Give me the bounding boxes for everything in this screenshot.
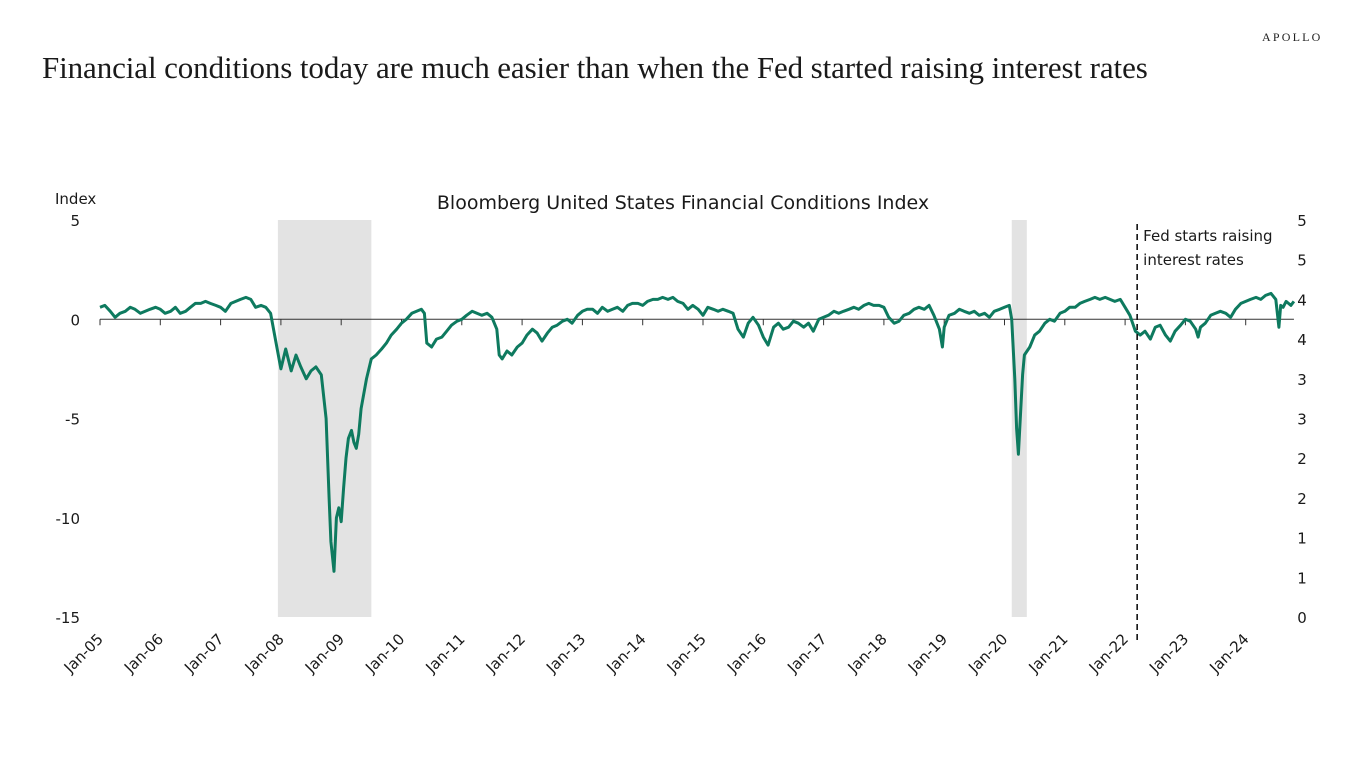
x-tick-label: Jan-14 xyxy=(602,630,649,677)
right-y-tick-labels-group: 5 5 4 4 3 3 2 2 1 1 0 xyxy=(1297,212,1307,627)
right-y-tick-label: 2 xyxy=(1297,490,1307,508)
x-tick-label: Jan-11 xyxy=(422,630,469,677)
right-y-tick-label: 4 xyxy=(1297,291,1307,309)
y-tick-labels-group: 5 0 -5 -10 -15 xyxy=(56,212,81,627)
right-y-tick-label: 3 xyxy=(1297,371,1307,389)
annotation-line-2: interest rates xyxy=(1143,251,1244,269)
x-tick-label: Jan-06 xyxy=(120,630,167,677)
x-tick-labels-group: Jan-05 Jan-06 Jan-07 Jan-08 Jan-09 Jan-10 Jan-… xyxy=(60,630,1253,677)
x-ticks-group xyxy=(99,319,1247,326)
chart-title: Bloomberg United States Financial Condit… xyxy=(437,192,929,214)
x-tick-label: Jan-09 xyxy=(301,630,348,677)
y-tick-label: -5 xyxy=(65,411,80,429)
x-tick-label: Jan-12 xyxy=(482,630,529,677)
right-y-tick-label: 3 xyxy=(1297,411,1307,429)
x-tick-label: Jan-16 xyxy=(723,630,770,677)
x-tick-label: Jan-18 xyxy=(844,630,891,677)
right-y-tick-label: 4 xyxy=(1297,331,1307,349)
x-tick-label: Jan-22 xyxy=(1085,630,1132,677)
x-tick-label: Jan-17 xyxy=(783,630,830,677)
x-tick-label: Jan-20 xyxy=(964,630,1011,677)
y-tick-label: -10 xyxy=(56,510,81,528)
y-tick-label: 5 xyxy=(70,212,80,230)
x-tick-label: Jan-24 xyxy=(1205,630,1252,677)
right-y-tick-label: 5 xyxy=(1297,212,1307,230)
right-y-tick-label: 5 xyxy=(1297,252,1307,270)
x-tick-label: Jan-21 xyxy=(1025,630,1072,677)
annotation-line-1: Fed starts raising xyxy=(1143,227,1272,245)
right-y-tick-label: 1 xyxy=(1297,530,1307,548)
right-y-tick-label: 2 xyxy=(1297,450,1307,468)
x-tick-label: Jan-10 xyxy=(361,630,408,677)
y-tick-label: -15 xyxy=(56,609,81,627)
x-tick-label: Jan-05 xyxy=(60,630,107,677)
x-tick-label: Jan-13 xyxy=(542,630,589,677)
right-y-tick-label: 1 xyxy=(1297,569,1307,587)
right-y-tick-label: 0 xyxy=(1297,609,1307,627)
x-tick-label: Jan-08 xyxy=(241,630,288,677)
y-axis-label: Index xyxy=(55,190,96,208)
recession-shading-group xyxy=(277,220,1027,617)
x-tick-label: Jan-23 xyxy=(1145,630,1192,677)
headline: Financial conditions today are much easi… xyxy=(42,50,1148,85)
x-tick-label: Jan-19 xyxy=(904,630,951,677)
x-tick-label: Jan-07 xyxy=(180,630,227,677)
series-line xyxy=(99,291,1296,573)
y-tick-label: 0 xyxy=(70,311,80,329)
x-tick-label: Jan-15 xyxy=(663,630,710,677)
brand-logo: APOLLO xyxy=(1262,30,1323,44)
